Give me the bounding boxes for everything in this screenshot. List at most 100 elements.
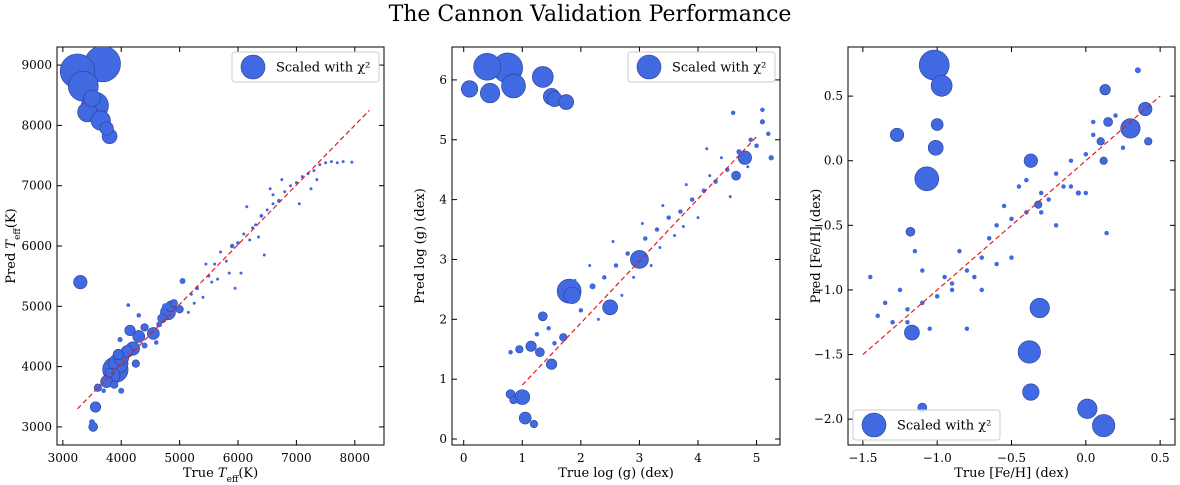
data-point (1009, 255, 1014, 260)
data-point (227, 271, 231, 275)
data-point (350, 160, 354, 164)
data-point (1120, 118, 1141, 139)
data-point (110, 380, 119, 389)
data-point (578, 308, 584, 313)
data-point (140, 323, 149, 332)
data-point (986, 235, 992, 241)
data-point (192, 301, 196, 305)
data-point (1053, 171, 1059, 176)
x-axis-label: True [Fe/H] (dex) (954, 466, 1069, 481)
data-point (868, 274, 873, 280)
one-to-one-line (521, 136, 758, 386)
data-point (216, 277, 220, 281)
data-point (949, 287, 955, 293)
data-point (625, 251, 630, 256)
y-tick-label: 3000 (21, 420, 52, 434)
data-point (882, 300, 888, 306)
data-point (315, 178, 319, 182)
data-point (681, 225, 685, 229)
data-point (630, 250, 649, 269)
data-point (1038, 190, 1044, 196)
data-point (297, 202, 301, 206)
y-tick-label: 0 (439, 432, 447, 446)
data-point (126, 303, 131, 307)
data-point (514, 389, 531, 405)
x-tick-label: 2 (577, 451, 585, 465)
data-point (461, 80, 479, 98)
data-point (905, 226, 916, 237)
legend-marker (636, 54, 662, 80)
y-tick-label: 5 (439, 133, 447, 147)
data-point (613, 263, 619, 268)
data-point (602, 275, 607, 280)
data-point (957, 248, 962, 254)
data-point (201, 295, 205, 299)
data-point (1091, 132, 1096, 138)
legend: Scaled with χ² (627, 51, 776, 83)
data-point (1113, 113, 1118, 118)
x-tick-label: 4000 (106, 451, 137, 465)
data-point (535, 347, 545, 358)
data-point (242, 232, 246, 236)
data-point (930, 74, 953, 97)
legend-box (627, 51, 776, 83)
data-point (588, 263, 592, 267)
data-point (271, 193, 275, 197)
data-point (515, 345, 524, 354)
data-point (1120, 145, 1126, 151)
data-point (949, 281, 955, 286)
x-tick-label: 5 (753, 451, 761, 465)
data-point (104, 367, 115, 378)
x-tick-label: −1.5 (848, 451, 877, 465)
data-point (1099, 156, 1108, 165)
x-tick-label: 6000 (223, 451, 254, 465)
data-point (283, 190, 287, 194)
legend-box (231, 51, 380, 83)
y-tick-label: 9000 (21, 58, 52, 72)
y-tick-label: −1.0 (814, 283, 843, 297)
data-point (1092, 414, 1116, 438)
data-point (643, 236, 648, 241)
y-tick-label: 4 (439, 193, 447, 207)
data-point (501, 73, 526, 99)
x-tick-label: 8000 (340, 451, 371, 465)
data-point (649, 263, 653, 267)
chart-panel-3: −1.5 −1.0 −0.5 0.0 0.5 −2.0 −1.5 −1.0 −0.5 0.0 0.5… (809, 46, 1176, 481)
data-point (89, 419, 96, 426)
data-point (309, 187, 313, 191)
x-tick-label: 3000 (48, 451, 79, 465)
y-tick-label: −0.5 (814, 218, 843, 232)
legend-label: Scaled with χ² (897, 419, 991, 434)
data-point (754, 143, 759, 149)
data-point (658, 245, 662, 249)
y-tick-label: 0.5 (824, 89, 843, 103)
data-point (1083, 152, 1089, 157)
data-point (124, 324, 136, 336)
data-point (640, 222, 644, 226)
data-point (546, 326, 551, 331)
data-point (979, 255, 985, 260)
legend-box (852, 409, 1001, 441)
data-point (942, 274, 947, 280)
data-point (746, 165, 750, 169)
y-axis-label: Pred Teff(K) (4, 208, 23, 283)
data-point (219, 250, 222, 254)
data-point (994, 223, 999, 228)
data-point (473, 52, 501, 81)
data-point (280, 178, 284, 182)
x-tick-label: 7000 (281, 451, 312, 465)
data-point (914, 166, 940, 192)
data-point (509, 396, 518, 405)
data-point (169, 299, 178, 308)
data-point (534, 332, 540, 337)
x-tick-label: 5000 (164, 451, 195, 465)
legend-label: Scaled with χ² (672, 61, 766, 76)
data-point (559, 333, 568, 342)
one-to-one-line (77, 109, 370, 410)
data-point (930, 118, 944, 131)
y-axis-label: Pred [Fe/H] (dex) (809, 189, 824, 304)
data-point (905, 319, 910, 325)
data-point (245, 205, 249, 209)
data-point (265, 208, 269, 212)
